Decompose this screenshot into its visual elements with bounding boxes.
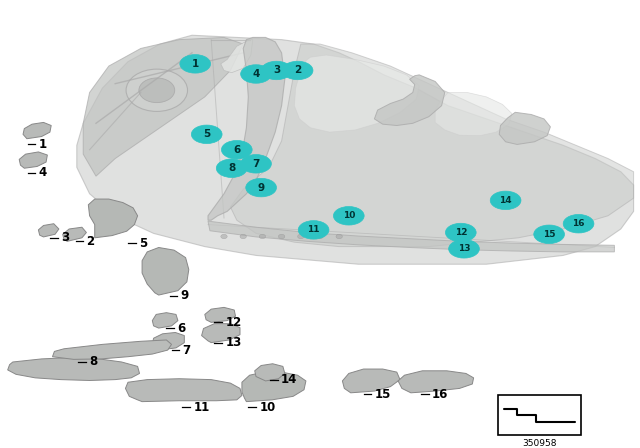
Ellipse shape [221, 141, 252, 159]
Circle shape [240, 234, 246, 239]
Text: 5: 5 [139, 237, 147, 250]
Text: 2: 2 [294, 65, 301, 75]
Text: 11: 11 [193, 401, 209, 414]
Ellipse shape [282, 61, 313, 80]
Text: 11: 11 [307, 225, 320, 234]
Polygon shape [208, 38, 285, 220]
Text: 10: 10 [342, 211, 355, 220]
Text: 12: 12 [454, 228, 467, 237]
Polygon shape [83, 38, 243, 176]
Text: 8: 8 [228, 163, 236, 173]
Polygon shape [255, 364, 285, 381]
Text: 6: 6 [233, 145, 241, 155]
Circle shape [259, 234, 266, 239]
Text: 6: 6 [177, 322, 186, 335]
Text: 8: 8 [89, 356, 97, 369]
Text: 10: 10 [259, 401, 275, 414]
Polygon shape [125, 379, 242, 401]
Text: 1: 1 [191, 59, 199, 69]
Ellipse shape [246, 178, 276, 197]
Text: 3: 3 [273, 65, 280, 75]
Ellipse shape [563, 215, 594, 233]
Text: 15: 15 [543, 230, 556, 239]
Polygon shape [221, 39, 253, 73]
Polygon shape [52, 340, 172, 359]
Polygon shape [230, 44, 634, 246]
Circle shape [126, 69, 188, 112]
Ellipse shape [445, 223, 476, 242]
Ellipse shape [298, 220, 329, 239]
Circle shape [336, 234, 342, 239]
Polygon shape [88, 199, 138, 238]
Polygon shape [38, 224, 59, 237]
Text: 7: 7 [182, 344, 191, 357]
Ellipse shape [216, 159, 247, 177]
Text: 16: 16 [572, 219, 585, 228]
Polygon shape [398, 371, 474, 393]
Polygon shape [23, 122, 51, 139]
Text: 350958: 350958 [522, 439, 557, 448]
Polygon shape [142, 247, 189, 295]
Text: 4: 4 [252, 69, 260, 79]
Circle shape [139, 78, 175, 103]
Ellipse shape [241, 155, 271, 173]
Text: 15: 15 [374, 388, 391, 401]
Polygon shape [294, 55, 419, 132]
Polygon shape [242, 372, 306, 401]
Polygon shape [19, 152, 47, 168]
Text: 2: 2 [86, 235, 95, 248]
Text: 13: 13 [225, 336, 241, 349]
Text: 9: 9 [180, 289, 189, 302]
Polygon shape [202, 323, 240, 343]
Polygon shape [374, 75, 445, 125]
Circle shape [298, 234, 304, 239]
Text: 16: 16 [432, 388, 449, 401]
Polygon shape [152, 313, 178, 328]
Bar [498, 395, 581, 435]
Ellipse shape [241, 65, 271, 83]
Ellipse shape [261, 61, 292, 80]
Text: 1: 1 [38, 138, 47, 151]
Text: 3: 3 [61, 231, 69, 244]
Text: 5: 5 [203, 129, 211, 139]
Circle shape [221, 234, 227, 239]
Polygon shape [342, 369, 400, 393]
Polygon shape [435, 92, 512, 136]
Text: 13: 13 [458, 244, 470, 253]
Ellipse shape [191, 125, 222, 143]
Circle shape [317, 234, 323, 239]
Text: 9: 9 [257, 183, 265, 193]
Text: 14: 14 [499, 196, 512, 205]
Polygon shape [77, 35, 634, 264]
Text: 14: 14 [281, 373, 298, 386]
Polygon shape [205, 307, 236, 323]
Circle shape [278, 234, 285, 239]
Polygon shape [499, 112, 550, 144]
Ellipse shape [333, 207, 364, 225]
Polygon shape [208, 221, 614, 252]
Text: 7: 7 [252, 159, 260, 169]
Ellipse shape [534, 225, 564, 244]
Text: 4: 4 [38, 166, 47, 179]
Text: 12: 12 [225, 316, 241, 329]
Polygon shape [152, 332, 184, 350]
Ellipse shape [490, 191, 521, 210]
Polygon shape [63, 227, 86, 241]
Polygon shape [8, 358, 140, 380]
Ellipse shape [449, 240, 479, 258]
Ellipse shape [180, 55, 211, 73]
